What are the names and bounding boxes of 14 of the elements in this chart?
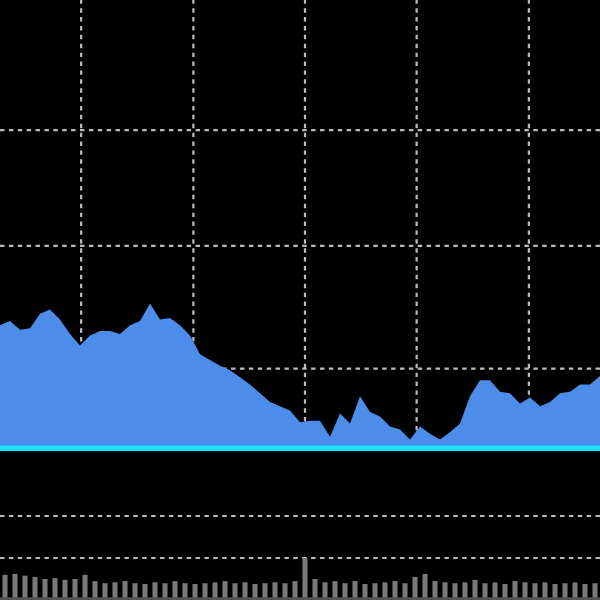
bar [552,584,558,600]
bar [382,582,388,600]
bar [462,582,468,600]
bar [182,583,188,600]
bar [332,581,338,600]
bar [322,582,328,600]
bar [172,581,178,600]
bar [582,584,588,600]
bar [222,581,228,600]
bar [412,576,418,600]
bar [52,578,58,600]
bar [212,582,218,600]
bar [282,583,288,600]
bar [122,581,128,600]
